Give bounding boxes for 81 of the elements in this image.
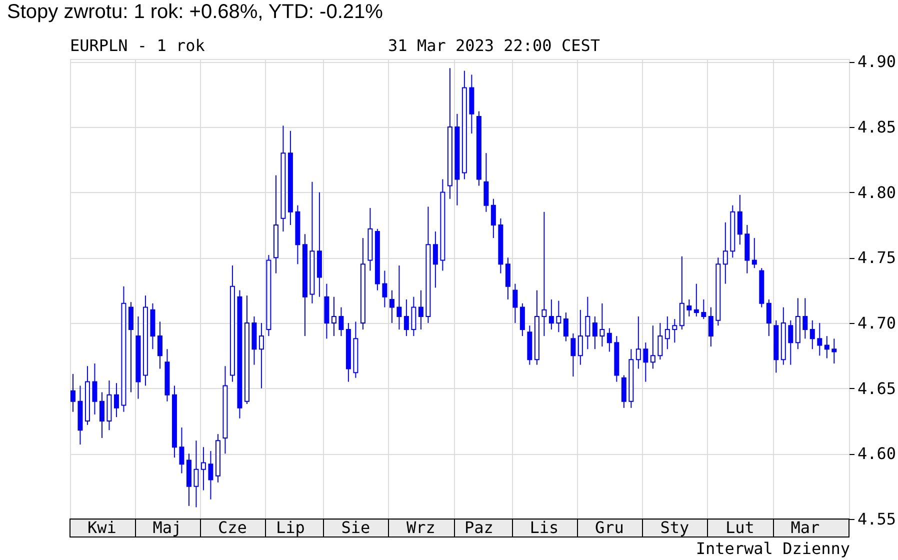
candlestick <box>200 446 206 491</box>
candlestick <box>563 312 568 342</box>
y-tick-label: 4.60 <box>858 444 896 464</box>
candlestick <box>520 302 525 337</box>
candlestick <box>824 336 830 359</box>
x-tick-label: Sie <box>341 518 370 537</box>
candlestick <box>606 328 612 352</box>
candlestick <box>737 194 742 246</box>
candlestick <box>338 306 344 337</box>
candlestick <box>396 264 402 330</box>
candlestick <box>643 342 648 382</box>
x-tick-label: Sty <box>660 518 690 537</box>
candlestick <box>788 320 794 366</box>
candlestick <box>636 316 641 370</box>
candlestick <box>418 290 424 330</box>
x-tick-label: Cze <box>218 518 247 537</box>
candlestick <box>99 392 104 438</box>
y-tick-label: 4.80 <box>858 182 896 202</box>
candlestick <box>585 296 590 350</box>
candlestick <box>578 309 583 366</box>
candlestick <box>802 298 808 340</box>
candlestick <box>505 257 510 300</box>
candlestick <box>570 332 576 378</box>
x-tick-label: Lut <box>725 518 754 537</box>
candlestick <box>556 300 562 333</box>
candlestick <box>686 298 692 317</box>
candlestick <box>542 211 547 337</box>
candlestick <box>832 338 837 364</box>
candlestick <box>331 296 336 337</box>
candlestick <box>92 362 98 415</box>
x-tick-label: Mar <box>790 518 820 537</box>
x-tick-label: Maj <box>152 518 182 537</box>
candlestick <box>694 283 699 317</box>
chart-subtitle: 31 Mar 2023 22:00 CEST <box>388 36 600 55</box>
candlestick <box>650 325 656 370</box>
candlestick <box>114 382 119 418</box>
candlestick <box>708 306 714 347</box>
candlestick <box>722 222 728 284</box>
candlestick <box>672 318 678 344</box>
candlestick <box>621 374 626 408</box>
candlestick <box>432 231 438 288</box>
candlestick <box>490 198 496 239</box>
candlestick <box>752 238 757 269</box>
y-tick-label: 4.65 <box>858 378 896 398</box>
candlestick <box>179 427 184 474</box>
candlestick <box>258 322 264 389</box>
x-tick-label: Wrz <box>406 518 436 537</box>
x-tick-label: Paz <box>464 518 494 537</box>
candlestick <box>382 270 388 308</box>
y-tick-label: 4.90 <box>858 52 896 72</box>
candlestick <box>411 296 416 337</box>
candlestick <box>208 450 214 500</box>
text: Interwal Dzienny <box>696 539 850 558</box>
chart-title: EURPLN - 1 rok <box>70 36 206 55</box>
x-tick-label: Lis <box>530 518 559 537</box>
candlestick <box>404 298 409 337</box>
candlestick <box>484 152 489 212</box>
candlestick <box>664 316 670 350</box>
candlestick <box>701 298 706 320</box>
x-tick-label: Kwi <box>88 518 116 537</box>
candlestick <box>548 298 554 330</box>
candlestick <box>600 302 605 347</box>
candlestick <box>817 322 822 356</box>
text: Stopy zwrotu: 1 rok: +0.68%, YTD: -0.21% <box>7 1 384 23</box>
y-tick-label: 4.75 <box>858 248 896 268</box>
y-tick-label: 4.85 <box>858 117 896 136</box>
y-tick-label: 4.70 <box>858 313 896 332</box>
candlestick <box>592 316 598 350</box>
candlestick <box>679 256 684 330</box>
candlestick <box>389 290 394 324</box>
candlestick <box>128 302 134 393</box>
candlestick <box>194 440 199 508</box>
candlestick <box>766 298 772 337</box>
candlestick <box>658 322 663 360</box>
candlestick <box>70 373 76 412</box>
candlestick <box>157 321 162 370</box>
candlestick <box>512 283 518 324</box>
x-tick-label: Gru <box>594 518 624 537</box>
y-tick-label: 4.55 <box>858 510 896 528</box>
candlestick <box>810 320 815 350</box>
x-tick-label: Lip <box>276 518 305 537</box>
